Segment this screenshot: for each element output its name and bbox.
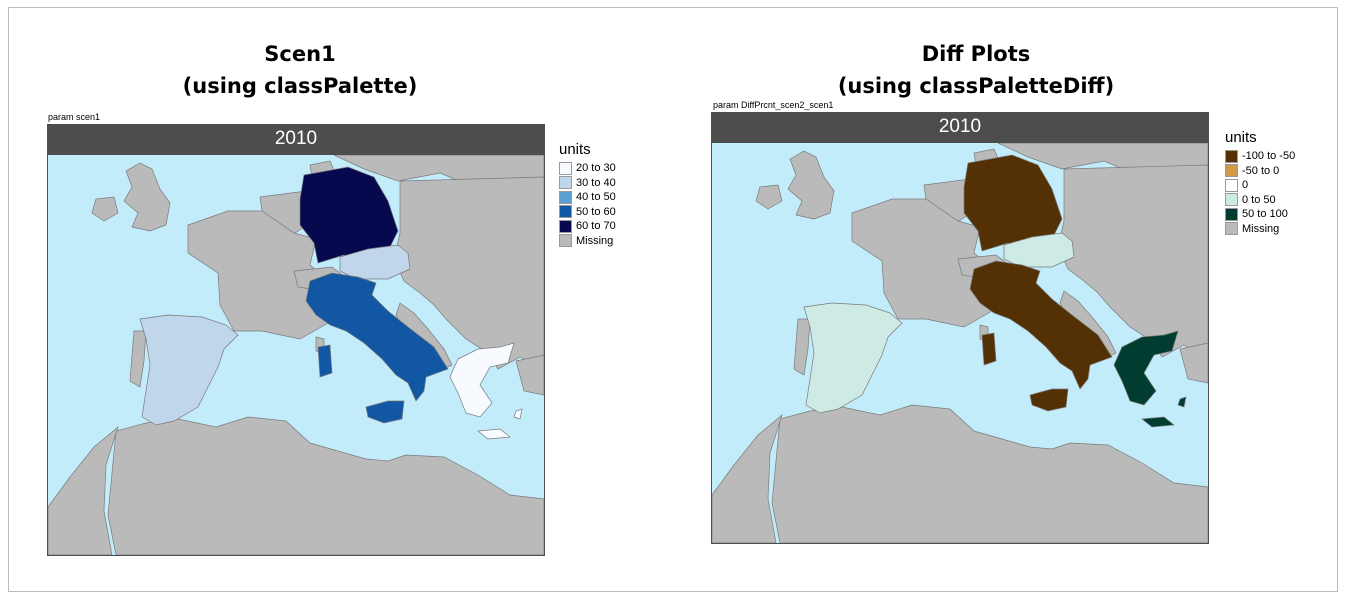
right-land-north-africa bbox=[771, 404, 1208, 543]
right-legend-label: -50 to 0 bbox=[1242, 164, 1280, 177]
right-land-turkey bbox=[1179, 342, 1208, 384]
right-legend-item: -100 to -50 bbox=[1225, 149, 1295, 164]
left-legend-title: units bbox=[559, 141, 591, 158]
right-param-label: param DiffPrcnt_scen2_scen1 bbox=[713, 100, 834, 110]
right-legend-item: 0 to 50 bbox=[1225, 193, 1295, 208]
right-year-strip: 2010 bbox=[711, 112, 1209, 142]
left-param-label: param scen1 bbox=[48, 112, 101, 122]
right-country-austria bbox=[1003, 232, 1075, 268]
right-legend-swatch bbox=[1225, 207, 1238, 221]
right-map-panel: 2010 bbox=[711, 112, 1209, 544]
figure-frame bbox=[8, 7, 1338, 592]
right-legend-swatch bbox=[1225, 178, 1238, 192]
left-country-spain bbox=[139, 314, 239, 426]
right-country-greece bbox=[1113, 330, 1187, 428]
left-land-portugal bbox=[129, 330, 147, 388]
left-legend-rows: 20 to 30 30 to 40 40 to 50 50 to 60 60 to 70… bbox=[559, 161, 616, 248]
right-map bbox=[711, 142, 1209, 544]
left-legend-label: 20 to 30 bbox=[576, 162, 616, 175]
left-heading: Scen1 (using classPalette) bbox=[100, 38, 500, 102]
right-legend-item: 0 bbox=[1225, 178, 1295, 193]
left-legend-label: 60 to 70 bbox=[576, 220, 616, 233]
right-legend-swatch bbox=[1225, 193, 1238, 207]
left-land-north-africa bbox=[107, 416, 544, 555]
right-legend-item: Missing bbox=[1225, 222, 1295, 237]
left-legend-label: 30 to 40 bbox=[576, 176, 616, 189]
left-land-iberia-coast-africa bbox=[48, 425, 119, 555]
right-land-iberia-coast-africa bbox=[712, 413, 783, 543]
left-legend-item: 60 to 70 bbox=[559, 219, 616, 234]
right-heading-title: Diff Plots bbox=[921, 42, 1031, 66]
left-legend-swatch bbox=[559, 219, 572, 233]
right-legend-swatch bbox=[1225, 164, 1238, 178]
right-legend-swatch bbox=[1225, 149, 1238, 163]
left-legend-swatch bbox=[559, 176, 572, 190]
left-legend-item: Missing bbox=[559, 234, 616, 249]
right-legend-label: -100 to -50 bbox=[1242, 150, 1296, 163]
right-legend-item: 50 to 100 bbox=[1225, 207, 1295, 222]
right-map-svg bbox=[712, 143, 1208, 543]
left-land-turkey bbox=[515, 354, 544, 396]
left-land-uk bbox=[123, 162, 171, 232]
left-legend-swatch bbox=[559, 234, 572, 248]
right-legend-title: units bbox=[1225, 129, 1257, 146]
right-legend-swatch bbox=[1225, 222, 1238, 236]
right-legend-label: 0 bbox=[1242, 179, 1249, 192]
left-legend-swatch bbox=[559, 205, 572, 219]
right-legend-item: -50 to 0 bbox=[1225, 164, 1295, 179]
left-legend-item: 20 to 30 bbox=[559, 161, 616, 176]
left-map-svg bbox=[48, 155, 544, 555]
left-country-italy bbox=[305, 272, 449, 424]
left-heading-subtitle: (using classPalette) bbox=[182, 74, 418, 98]
left-legend-swatch bbox=[559, 190, 572, 204]
right-land-ireland bbox=[755, 184, 783, 210]
left-legend-item: 50 to 60 bbox=[559, 205, 616, 220]
left-legend-item: 30 to 40 bbox=[559, 176, 616, 191]
left-map-panel: 2010 bbox=[47, 124, 545, 556]
left-legend-label: Missing bbox=[576, 234, 614, 247]
left-countries bbox=[139, 166, 523, 440]
right-country-spain bbox=[803, 302, 903, 414]
left-heading-title: Scen1 bbox=[264, 42, 336, 66]
left-country-greece bbox=[449, 342, 523, 440]
left-legend-swatch bbox=[559, 161, 572, 175]
right-country-italy bbox=[969, 260, 1113, 412]
left-legend: units 20 to 30 30 to 40 40 to 50 50 to 60 60… bbox=[559, 141, 616, 248]
left-legend-label: 50 to 60 bbox=[576, 205, 616, 218]
left-map bbox=[47, 154, 545, 556]
left-legend-item: 40 to 50 bbox=[559, 190, 616, 205]
right-land-uk bbox=[787, 150, 835, 220]
left-legend-label: 40 to 50 bbox=[576, 191, 616, 204]
right-land-portugal bbox=[793, 318, 811, 376]
left-land-ireland bbox=[91, 196, 119, 222]
right-legend-label: 50 to 100 bbox=[1242, 208, 1288, 221]
right-countries bbox=[803, 154, 1187, 428]
right-heading-subtitle: (using classPaletteDiff) bbox=[837, 74, 1115, 98]
right-legend-label: 0 to 50 bbox=[1242, 193, 1276, 206]
left-country-austria bbox=[339, 244, 411, 280]
left-year-strip: 2010 bbox=[47, 124, 545, 154]
right-legend-label: Missing bbox=[1242, 222, 1280, 235]
right-heading: Diff Plots (using classPaletteDiff) bbox=[776, 38, 1176, 102]
